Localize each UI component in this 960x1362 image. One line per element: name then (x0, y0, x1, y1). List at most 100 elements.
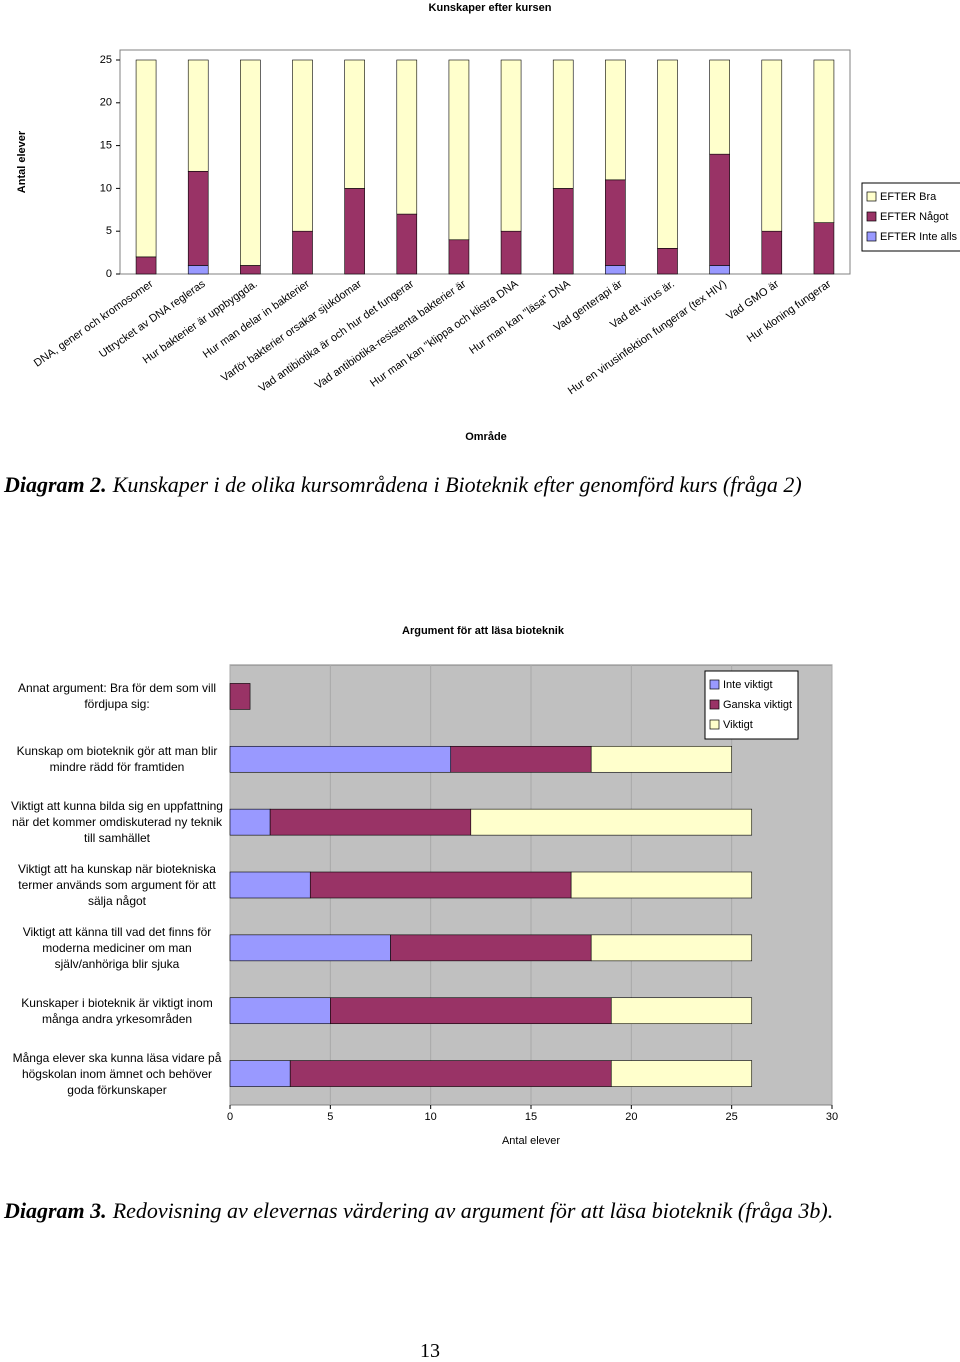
bar-segment (229, 934, 391, 962)
y-tick-label: Många elever ska kunna läsa vidare på hö… (12, 1050, 222, 1097)
bar-segment (709, 265, 730, 275)
bar-segment (229, 997, 331, 1025)
legend-box (704, 670, 799, 740)
legend-label: Viktigt (723, 719, 753, 731)
y-tick-label: Kunskaper i bioteknik är viktigt inom må… (21, 995, 213, 1026)
legend-swatch (709, 699, 720, 710)
bar-segment (229, 808, 271, 836)
bar-segment (396, 213, 418, 275)
bar-segment (448, 239, 470, 275)
plot-area (119, 49, 851, 275)
bar-segment (761, 59, 783, 232)
bar-segment (187, 59, 209, 172)
bar-segment (240, 59, 261, 266)
x-tick-label: Hur man kan "läsa" DNA (467, 278, 573, 357)
legend-label: EFTER Bra (880, 191, 937, 203)
y-tick-label: 20 (100, 97, 112, 109)
caption-text: Kunskaper i de olika kursområdena i Biot… (112, 472, 802, 497)
caption-label: Diagram 2. (4, 472, 107, 497)
x-tick-label: 15 (525, 1111, 537, 1123)
bar-segment (709, 153, 730, 266)
bar-segment (570, 871, 753, 899)
bar-segment (292, 59, 313, 232)
bar-segment (813, 59, 835, 223)
bar-segment (289, 1060, 612, 1087)
x-tick-label: 5 (327, 1111, 333, 1123)
y-tick-label: Annat argument: Bra för dem som vill för… (17, 681, 217, 712)
bar-segment (229, 1060, 291, 1087)
bar-segment (500, 59, 522, 232)
bar-segment (240, 265, 261, 275)
y-tick-label: Viktigt att kunna bilda sig en uppfattni… (11, 799, 223, 846)
bar-segment (605, 265, 626, 275)
x-tick-label: 0 (227, 1111, 233, 1123)
bar-segment (187, 170, 209, 266)
bar-segment (344, 59, 365, 189)
legend-swatch (866, 191, 877, 202)
bar-segment (330, 997, 612, 1025)
bar-segment (390, 934, 592, 962)
legend-box (861, 182, 960, 252)
bar-segment (761, 230, 783, 275)
bar-segment (229, 871, 311, 899)
bar-segment (135, 256, 157, 275)
bar-segment (813, 222, 835, 275)
caption-text: Redovisning av elevernas värdering av ar… (112, 1198, 834, 1223)
bar-segment (610, 1060, 753, 1087)
y-tick-label: 25 (100, 54, 112, 66)
bar-segment (590, 934, 753, 962)
chart-title: Argument för att läsa bioteknik (402, 625, 565, 637)
bar-segment (610, 997, 753, 1025)
bar-segment (292, 230, 313, 275)
legend-label: EFTER Något (880, 211, 948, 223)
chart-title: Kunskaper efter kursen (429, 2, 552, 14)
x-axis-label: Område (465, 431, 507, 443)
bar-segment (135, 59, 157, 258)
caption-label: Diagram 3. (4, 1198, 107, 1223)
y-tick-label: Viktigt att ha kunskap när biotekniska t… (18, 862, 216, 908)
x-tick-label: 10 (425, 1111, 437, 1123)
bar-segment (396, 59, 418, 215)
bar-segment (657, 248, 678, 275)
y-tick-label: 10 (100, 182, 112, 194)
bar-segment (269, 808, 472, 836)
y-tick-label: Viktigt att känna till vad det finns för… (22, 924, 212, 971)
bar-segment (309, 871, 572, 899)
bar-segment (709, 59, 730, 155)
bar-segment (552, 59, 574, 189)
bar-segment (500, 230, 522, 275)
x-axis-label: Antal elever (502, 1135, 560, 1147)
y-tick-label: 5 (106, 225, 112, 237)
bar-segment (344, 188, 365, 275)
legend-swatch (709, 679, 720, 690)
caption: Diagram 3. Redovisning av elevernas värde… (4, 1198, 833, 1224)
bar-segment (229, 745, 452, 773)
page-number: 13 (420, 1340, 440, 1362)
x-tick-label: 30 (826, 1111, 838, 1123)
bar-segment (590, 745, 732, 773)
bar-segment (552, 188, 574, 275)
x-tick-label: Hur kloning fungerar (745, 278, 834, 345)
bar-segment (605, 179, 626, 266)
bar-segment (657, 59, 678, 249)
bar-segment (448, 59, 470, 241)
legend-swatch (709, 719, 720, 730)
bar-segment (187, 265, 209, 275)
legend-swatch (866, 231, 877, 242)
y-tick-label: Kunskap om bioteknik gör att man blir mi… (16, 744, 218, 775)
bar-segment (605, 59, 626, 181)
caption: Diagram 2. Kunskaper i de olika kursområd… (4, 472, 802, 498)
x-tick-label: 20 (625, 1111, 637, 1123)
bar-segment (450, 745, 592, 773)
y-tick-label: 0 (106, 268, 112, 280)
legend-label: Ganska viktigt (723, 699, 792, 711)
legend-label: EFTER Inte alls (880, 231, 958, 243)
y-tick-label: 15 (100, 140, 112, 152)
bar-segment (229, 683, 251, 710)
x-tick-label: 25 (726, 1111, 738, 1123)
y-axis-label: Antal elever (16, 130, 28, 193)
legend-swatch (866, 211, 877, 222)
legend-label: Inte viktigt (723, 679, 773, 691)
